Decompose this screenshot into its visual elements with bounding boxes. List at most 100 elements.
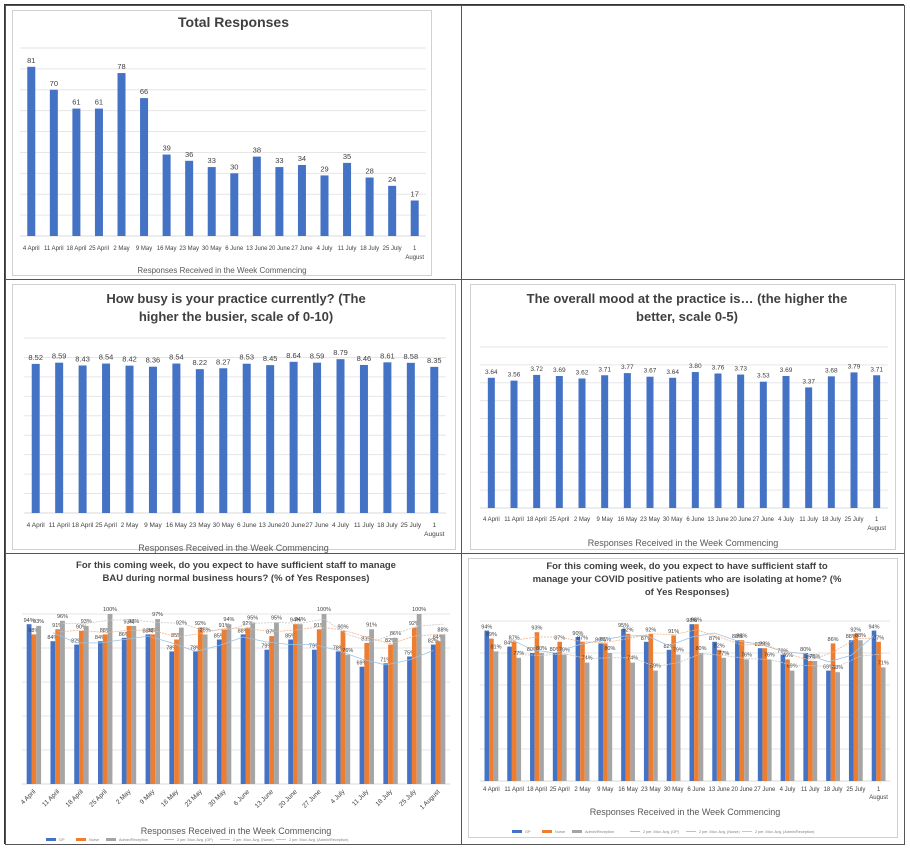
x-tick-label: 6 June (225, 246, 244, 252)
data-label: 80% (604, 646, 615, 652)
data-label: 36 (185, 150, 193, 159)
data-label: 3.68 (825, 367, 838, 374)
data-label: 3.56 (508, 372, 521, 379)
bar-nurse (648, 633, 654, 781)
moving-average-line (57, 626, 439, 645)
data-label: 83% (361, 636, 372, 642)
data-label: 95% (618, 623, 629, 629)
x-tick-label: August (867, 526, 886, 532)
bar-gp (312, 649, 317, 784)
x-tick-label: 20 June (278, 788, 300, 810)
bar-nurse (853, 633, 859, 781)
x-tick-label: 13 June (246, 246, 268, 252)
bar (172, 363, 181, 513)
x-tick-label: 25 July (844, 517, 863, 523)
bar-nurse (126, 625, 132, 784)
bar-nurse (245, 627, 251, 784)
x-tick-label: 30 May (664, 787, 684, 793)
data-label: 87% (709, 636, 720, 642)
x-tick-label: 6 June (687, 787, 706, 793)
x-tick-label: 1 (875, 517, 879, 523)
data-label: 90% (337, 625, 348, 631)
bar-nurse (534, 632, 540, 781)
bar-admin-reception (321, 614, 327, 784)
x-tick-label: 18 July (377, 522, 398, 529)
bar (388, 185, 397, 236)
bar-gp (216, 639, 222, 784)
legend-item: 2 per. Mov. Avg. (GP) (643, 830, 680, 834)
data-label: 38 (253, 146, 261, 155)
bar-gp (530, 653, 535, 781)
data-label: 80% (550, 647, 561, 653)
bar-nurse (602, 643, 608, 781)
bar-nurse (716, 649, 722, 781)
bar (850, 372, 858, 508)
bar-gp (383, 663, 389, 784)
bar-nurse (316, 629, 322, 784)
bar-admin-reception (107, 614, 113, 784)
data-label: 61 (72, 98, 80, 107)
data-label: 91% (314, 623, 325, 629)
bar-admin-reception (584, 662, 590, 781)
bar (691, 372, 699, 508)
data-label: 93% (123, 619, 134, 625)
data-label: 8.42 (122, 355, 137, 364)
bar-gp (507, 646, 512, 781)
data-label: 95% (247, 616, 258, 622)
x-tick-label: 6 June (686, 517, 705, 523)
data-label: 88% (147, 628, 158, 634)
bar-nurse (55, 629, 61, 784)
data-label: 94% (481, 625, 492, 631)
x-tick-label: 16 May (166, 522, 188, 529)
x-tick-label: 18 April (65, 788, 86, 809)
bar-admin-reception (250, 622, 256, 784)
data-label: 76% (342, 648, 353, 654)
data-label: 83% (755, 642, 766, 648)
x-tick-label: 11 July (354, 522, 375, 529)
legend-item: 2 per. Mov. Avg. (Admin/Reception) (755, 830, 815, 834)
data-label: 94% (869, 625, 880, 631)
bar (140, 98, 149, 236)
bar (49, 89, 58, 237)
bar-admin-reception (812, 661, 818, 781)
data-label: 88% (100, 628, 111, 634)
legend-swatch (106, 838, 116, 841)
bar (759, 381, 767, 508)
data-label: 78% (166, 645, 177, 651)
bar-admin-reception (226, 624, 232, 784)
legend-item: GP (59, 838, 65, 842)
bar-gp (50, 641, 56, 784)
bar (313, 362, 322, 513)
x-tick-label: 23 May (189, 522, 211, 529)
data-label: 84% (47, 635, 58, 641)
data-label: 69% (823, 665, 834, 671)
bar (207, 167, 216, 236)
bar-admin-reception (835, 672, 840, 781)
x-tick-label: 16 May (618, 787, 638, 793)
bar (578, 378, 586, 508)
data-label: 79% (309, 644, 320, 650)
bar-admin-reception (36, 625, 42, 784)
bar-admin-reception (562, 654, 567, 781)
data-label: 8.27 (216, 357, 231, 366)
data-label: 70 (50, 79, 58, 88)
x-tick-label: 4 April (23, 246, 40, 252)
data-label: 35 (343, 152, 351, 161)
x-tick-label: 4 April (483, 517, 500, 523)
x-tick-label: 2 May (574, 787, 590, 793)
data-label: 75% (805, 655, 816, 661)
data-label: 94% (290, 618, 301, 624)
bar (289, 361, 298, 513)
x-tick-label: 11 July (351, 788, 371, 808)
data-label: 68% (832, 665, 843, 671)
bar-gp (169, 651, 175, 784)
data-label: 69% (356, 661, 367, 667)
legend-item: Admin/Reception (585, 830, 614, 834)
data-label: 84% (95, 635, 106, 641)
data-label: 93% (81, 619, 92, 625)
bar (148, 366, 157, 513)
data-label: 94% (24, 618, 35, 624)
bar-admin-reception (607, 653, 613, 781)
bar-gp (288, 639, 294, 784)
